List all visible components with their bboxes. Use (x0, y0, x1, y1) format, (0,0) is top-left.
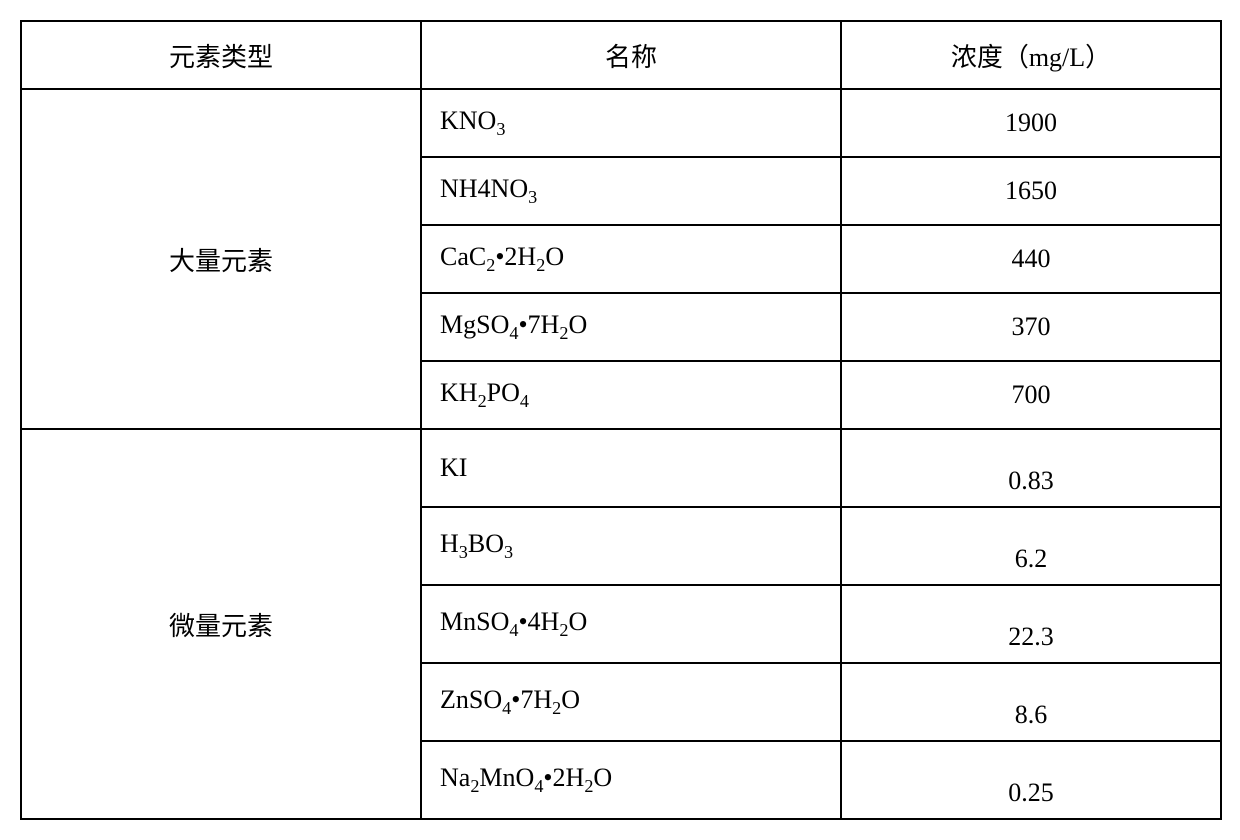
concentration-value: 22.3 (841, 585, 1221, 663)
table-row: 大量元素KNO31900 (21, 89, 1221, 157)
header-element-type: 元素类型 (21, 21, 421, 89)
table-header-row: 元素类型 名称 浓度（mg/L） (21, 21, 1221, 89)
compound-name: CaC2•2H2O (421, 225, 841, 293)
concentration-value: 0.83 (841, 429, 1221, 507)
header-concentration: 浓度（mg/L） (841, 21, 1221, 89)
concentration-value: 1650 (841, 157, 1221, 225)
table-row: 微量元素KI0.83 (21, 429, 1221, 507)
concentration-value: 370 (841, 293, 1221, 361)
compound-name: Na2MnO4•2H2O (421, 741, 841, 819)
compound-name: MnSO4•4H2O (421, 585, 841, 663)
composition-table: 元素类型 名称 浓度（mg/L） 大量元素KNO31900NH4NO31650C… (20, 20, 1222, 820)
concentration-value: 0.25 (841, 741, 1221, 819)
concentration-value: 700 (841, 361, 1221, 429)
concentration-value: 440 (841, 225, 1221, 293)
compound-name: KNO3 (421, 89, 841, 157)
compound-name: MgSO4•7H2O (421, 293, 841, 361)
compound-name: ZnSO4•7H2O (421, 663, 841, 741)
compound-name: NH4NO3 (421, 157, 841, 225)
compound-name: KH2PO4 (421, 361, 841, 429)
concentration-value: 1900 (841, 89, 1221, 157)
group-label: 大量元素 (21, 89, 421, 429)
header-name: 名称 (421, 21, 841, 89)
concentration-value: 6.2 (841, 507, 1221, 585)
compound-name: KI (421, 429, 841, 507)
compound-name: H3BO3 (421, 507, 841, 585)
concentration-value: 8.6 (841, 663, 1221, 741)
